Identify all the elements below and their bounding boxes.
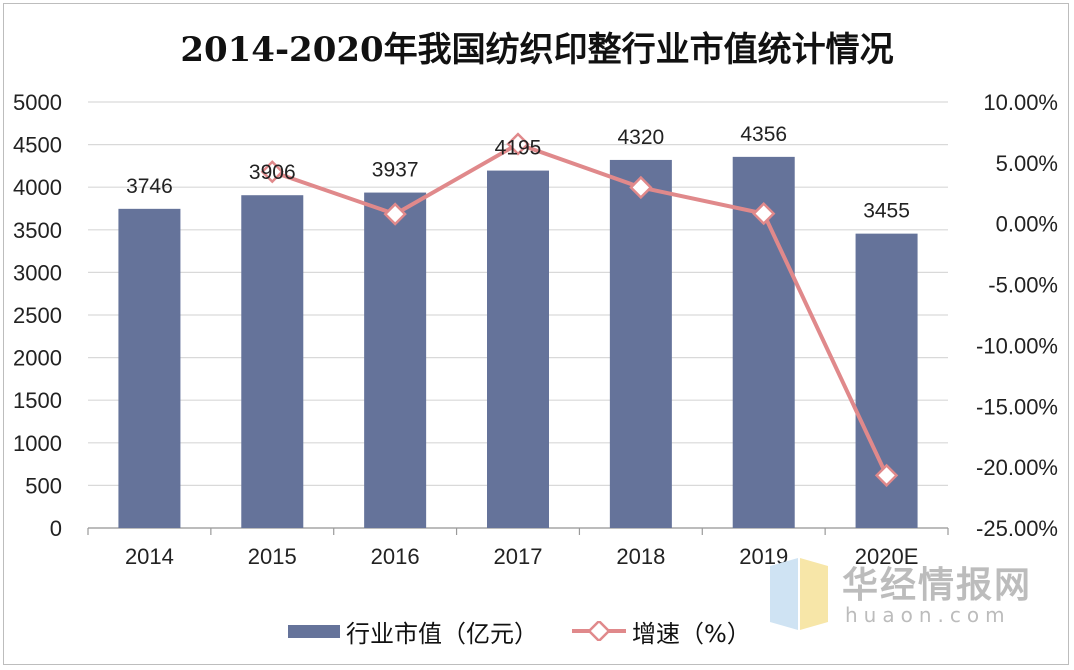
y-left-tick-label: 5000: [13, 90, 62, 115]
growth-point: [383, 202, 407, 226]
y-right-tick-label: -10.00%: [976, 333, 1058, 358]
bar: [609, 159, 672, 528]
watermark-text: 华经情报网: [842, 565, 1033, 606]
bar: [364, 192, 427, 528]
y-right-tick-label: -15.00%: [976, 394, 1058, 419]
data-label: 3455: [863, 200, 910, 223]
data-label: 4320: [617, 126, 664, 149]
legend-item-line: 增速（%）: [572, 614, 751, 649]
x-tick-label: 2020E: [855, 544, 919, 569]
bar: [241, 195, 304, 528]
y-right-tick-label: 10.00%: [983, 90, 1058, 115]
y-left-tick-label: 3000: [13, 260, 62, 285]
data-label: 3906: [249, 161, 296, 184]
x-tick-label: 2017: [494, 544, 543, 569]
legend: 行业市值（亿元） 增速（%）: [288, 611, 785, 651]
y-left-tick-label: 2500: [13, 303, 62, 328]
data-label: 3746: [126, 175, 173, 198]
legend-label-line: 增速（%）: [632, 619, 751, 648]
legend-swatch-line: [572, 621, 626, 641]
x-tick-label: 2015: [248, 544, 297, 569]
data-label: 3937: [372, 159, 419, 182]
x-tick-label: 2016: [371, 544, 420, 569]
growth-point: [752, 201, 776, 226]
legend-label-bar: 行业市值（亿元）: [346, 619, 538, 648]
y-left-tick-label: 4000: [13, 175, 62, 200]
y-left-tick-label: 500: [25, 473, 62, 498]
watermark-url: huaon.com: [845, 603, 1011, 627]
y-left-tick-label: 0: [50, 516, 62, 541]
y-right-tick-label: -25.00%: [976, 516, 1058, 541]
x-tick-label: 2018: [616, 544, 665, 569]
watermark-logo: [770, 558, 828, 630]
x-tick-label: 2014: [125, 544, 174, 569]
y-left-tick-label: 4500: [13, 133, 62, 158]
y-right-tick-label: 0.00%: [996, 212, 1058, 237]
growth-point: [629, 175, 653, 200]
legend-swatch-bar: [288, 624, 340, 638]
data-label: 4356: [740, 123, 787, 146]
data-label: 4195: [495, 137, 542, 160]
y-left-tick-label: 3500: [13, 218, 62, 243]
y-left-tick-label: 1500: [13, 388, 62, 413]
y-left-tick-label: 1000: [13, 431, 62, 456]
growth-point: [874, 463, 899, 488]
bar: [487, 170, 549, 528]
legend-item-bar: 行业市值（亿元）: [288, 614, 538, 649]
y-right-tick-label: -20.00%: [976, 455, 1058, 480]
growth-point: [260, 160, 284, 184]
y-right-tick-label: 5.00%: [996, 151, 1058, 176]
bar: [118, 208, 181, 528]
chart-title: 2014-2020年我国纺织印整行业市值统计情况: [180, 30, 894, 70]
y-right-tick-label: -5.00%: [988, 273, 1058, 298]
growth-line: [271, 141, 889, 477]
growth-point: [506, 132, 530, 156]
y-left-tick-label: 2000: [13, 346, 62, 371]
